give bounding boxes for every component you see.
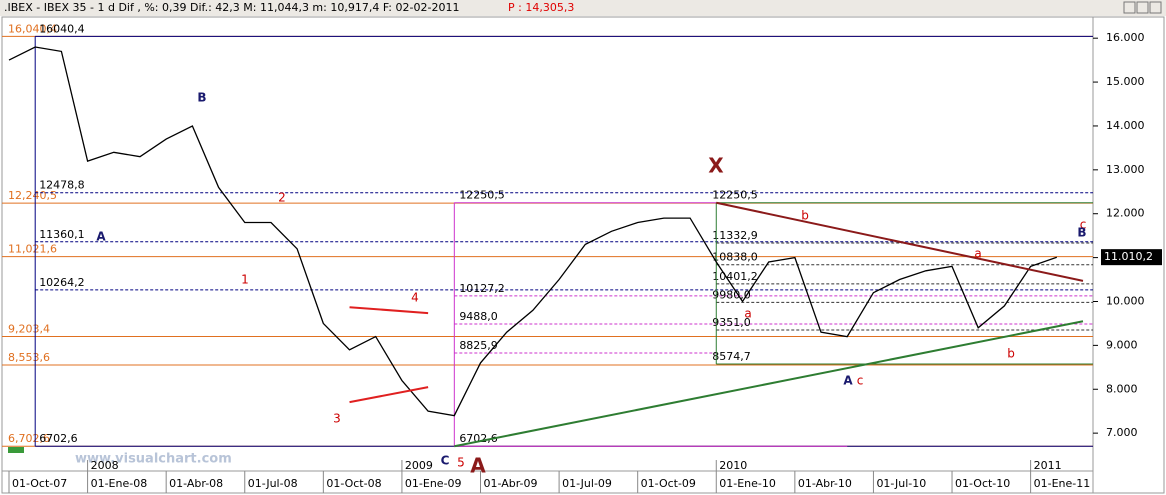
y-tick-label: 15.000 — [1106, 75, 1145, 88]
y-tick-label: 13.000 — [1106, 163, 1145, 176]
level-label: 16,040,4 — [8, 22, 57, 35]
level-label: 9,203,4 — [8, 322, 50, 335]
y-tick-label: 14.000 — [1106, 119, 1145, 132]
x-axis-area — [1, 470, 1094, 494]
wave-label: 1 — [241, 273, 249, 287]
wave-label: B — [197, 91, 206, 105]
wave-label: c — [1080, 218, 1087, 232]
x-tick-label: 01-Oct-10 — [955, 477, 1010, 490]
wave-label: A — [470, 454, 486, 478]
x-tick-label: 01-Jul-09 — [562, 477, 612, 490]
year-label: 2009 — [405, 459, 433, 472]
year-label: 2011 — [1034, 459, 1062, 472]
level-label: 6,702,6 — [8, 432, 50, 445]
x-tick-label: 01-Oct-09 — [641, 477, 696, 490]
level-label: 9980,0 — [712, 288, 751, 301]
last-value-label: 11.010,2 — [1104, 250, 1153, 263]
level-label: 12,240,5 — [8, 189, 57, 202]
x-tick-label: 01-Abr-10 — [798, 477, 852, 490]
year-label: 2008 — [91, 459, 119, 472]
wave-label: A — [843, 374, 853, 388]
level-label: 12250,5 — [712, 189, 758, 202]
level-label: 6702,6 — [459, 432, 498, 445]
window-controls — [1123, 1, 1162, 14]
level-label: 10401,2 — [712, 270, 758, 283]
x-tick-label: 01-Abr-08 — [169, 477, 223, 490]
close-button[interactable] — [1149, 1, 1162, 14]
plot-area — [1, 16, 1094, 472]
header-bar — [0, 0, 1166, 16]
wave-label: 3 — [333, 412, 341, 426]
wave-label: 5 — [457, 456, 465, 470]
level-label: 8,553,6 — [8, 351, 50, 364]
level-label: 11360,1 — [39, 228, 85, 241]
header-price: P : 14,305,3 — [508, 1, 574, 14]
wave-label: 2 — [278, 191, 286, 205]
wave-label: C — [441, 454, 450, 468]
level-label: 16040,4 — [39, 22, 85, 35]
header-text: .IBEX - IBEX 35 - 1 d Dif , %: 0,39 Dif.… — [4, 1, 459, 14]
wave-label: B — [1077, 226, 1086, 240]
level-label: 8574,7 — [712, 350, 751, 363]
wave-label: b — [801, 209, 809, 223]
y-tick-label: 16.000 — [1106, 31, 1145, 44]
level-label: 12250,5 — [459, 189, 505, 202]
trendline — [716, 201, 1084, 282]
level-label: 11,021,6 — [8, 243, 57, 256]
wave-label: a — [744, 307, 751, 321]
x-tick-label: 01-Ene-08 — [91, 477, 148, 490]
wave-label: X — [708, 154, 724, 178]
minimize-button[interactable] — [1123, 1, 1136, 14]
x-tick-label: 01-Ene-11 — [1034, 477, 1091, 490]
level-label: 10264,2 — [39, 276, 85, 289]
y-tick-label: 10.000 — [1106, 294, 1145, 307]
watermark: www.visualchart.com — [75, 452, 232, 467]
indicator-icon — [8, 447, 24, 453]
y-tick-label: 7.000 — [1106, 426, 1138, 439]
level-label: 10838,0 — [712, 251, 758, 264]
level-label: 12478,8 — [39, 179, 85, 192]
level-label: 9488,0 — [459, 310, 498, 323]
y-tick-label: 12.000 — [1106, 207, 1145, 220]
wave-label: b — [1007, 347, 1015, 361]
price-line — [8, 46, 1058, 417]
trendline — [349, 386, 429, 404]
x-tick-label: 01-Oct-08 — [326, 477, 381, 490]
trendline — [454, 320, 1084, 448]
wave-label: c — [857, 374, 864, 388]
x-tick-label: 01-Ene-09 — [405, 477, 462, 490]
year-label: 2010 — [719, 459, 747, 472]
x-tick-label: 01-Abr-09 — [484, 477, 538, 490]
trendline — [349, 306, 429, 315]
level-label: 10127,2 — [459, 282, 505, 295]
y-tick-label: 9.000 — [1106, 338, 1138, 351]
x-tick-label: 01-Jul-08 — [248, 477, 298, 490]
level-label: 9351,0 — [712, 316, 751, 329]
x-tick-label: 01-Jul-10 — [876, 477, 926, 490]
x-tick-label: 01-Oct-07 — [12, 477, 67, 490]
maximize-button[interactable] — [1136, 1, 1149, 14]
wave-label: 4 — [411, 291, 419, 305]
level-label: 11332,9 — [712, 229, 758, 242]
x-tick-label: 01-Ene-10 — [719, 477, 776, 490]
y-tick-label: 8.000 — [1106, 382, 1138, 395]
level-label: 6702,6 — [39, 432, 78, 445]
wave-label: a — [974, 247, 981, 261]
level-label: 8825,9 — [459, 339, 498, 352]
wave-label: A — [96, 230, 106, 244]
last-value-tag — [1101, 249, 1162, 266]
